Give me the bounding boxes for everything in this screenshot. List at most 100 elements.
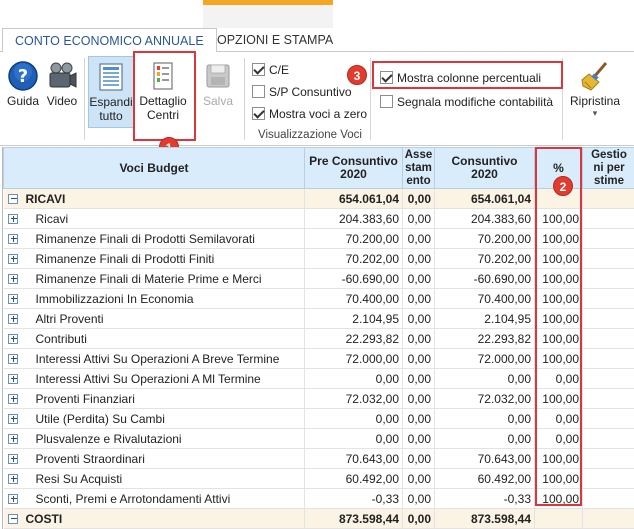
cell-assestamento[interactable]: 0,00 — [402, 348, 435, 369]
cell-percentuale[interactable]: 100,00 — [534, 488, 583, 509]
cell-gestioni-per-stime[interactable] — [582, 248, 634, 269]
cell-pre-consuntivo[interactable]: 204.383,60 — [304, 208, 403, 229]
cell-consuntivo[interactable]: 70.400,00 — [434, 288, 535, 309]
collapse-toggle[interactable] — [3, 188, 22, 209]
cell-consuntivo[interactable]: 654.061,04 — [434, 188, 535, 209]
expand-toggle[interactable] — [3, 308, 22, 329]
cell-consuntivo[interactable]: 873.598,44 — [434, 508, 535, 529]
ripristina-button[interactable]: Ripristina ▾ — [566, 60, 624, 119]
cell-assestamento[interactable]: 0,00 — [402, 328, 435, 349]
cell-pre-consuntivo[interactable]: -0,33 — [304, 488, 403, 509]
cell-assestamento[interactable]: 0,00 — [402, 308, 435, 329]
cell-percentuale[interactable]: 100,00 — [534, 228, 583, 249]
cell-consuntivo[interactable]: 22.293,82 — [434, 328, 535, 349]
plus-box-icon[interactable] — [7, 213, 18, 224]
table-row[interactable]: Altri Proventi 2.104,95 0,00 2.104,95 100,00 — [3, 308, 634, 329]
cell-pre-consuntivo[interactable]: -60.690,00 — [304, 268, 403, 289]
col-header-pre-consuntivo[interactable]: Pre Consuntivo 2020 — [304, 147, 403, 189]
plus-box-icon[interactable] — [7, 233, 18, 244]
expand-toggle[interactable] — [3, 328, 22, 349]
cell-gestioni-per-stime[interactable] — [582, 508, 634, 529]
cell-pre-consuntivo[interactable]: 70.643,00 — [304, 448, 403, 469]
tab-opzioni-e-stampa[interactable]: OPZIONI E STAMPA — [217, 33, 334, 47]
cell-consuntivo[interactable]: 70.200,00 — [434, 228, 535, 249]
cell-percentuale[interactable]: 0,00 — [534, 368, 583, 389]
cell-percentuale[interactable]: 100,00 — [534, 248, 583, 269]
segnala-checkbox-box[interactable] — [380, 95, 393, 108]
cell-gestioni-per-stime[interactable] — [582, 308, 634, 329]
cell-gestioni-per-stime[interactable] — [582, 188, 634, 209]
cell-consuntivo[interactable]: 72.000,00 — [434, 348, 535, 369]
espandi-tutto-button[interactable]: Espandi tutto — [88, 56, 134, 128]
table-row[interactable]: Ricavi 204.383,60 0,00 204.383,60 100,00 — [3, 208, 634, 229]
cell-gestioni-per-stime[interactable] — [582, 228, 634, 249]
plus-box-icon[interactable] — [7, 273, 18, 284]
cell-gestioni-per-stime[interactable] — [582, 368, 634, 389]
ce-checkbox[interactable]: C/E — [252, 62, 289, 80]
group-row[interactable]: RICAVI 654.061,04 0,00 654.061,04 — [3, 188, 634, 209]
collapse-toggle[interactable] — [3, 508, 22, 529]
cell-pre-consuntivo[interactable]: 60.492,00 — [304, 468, 403, 489]
cell-pre-consuntivo[interactable]: 0,00 — [304, 368, 403, 389]
cell-percentuale[interactable]: 100,00 — [534, 388, 583, 409]
cell-percentuale[interactable] — [534, 508, 583, 529]
cell-consuntivo[interactable]: 72.032,00 — [434, 388, 535, 409]
expand-toggle[interactable] — [3, 448, 22, 469]
cell-assestamento[interactable]: 0,00 — [402, 288, 435, 309]
dettaglio-centri-button[interactable]: Dettaglio Centri — [137, 60, 189, 122]
plus-box-icon[interactable] — [7, 253, 18, 264]
expand-toggle[interactable] — [3, 408, 22, 429]
expand-toggle[interactable] — [3, 388, 22, 409]
minus-box-icon[interactable] — [7, 193, 18, 204]
cell-consuntivo[interactable]: -0,33 — [434, 488, 535, 509]
cell-pre-consuntivo[interactable]: 22.293,82 — [304, 328, 403, 349]
ce-checkbox-box[interactable] — [252, 63, 265, 76]
expand-toggle[interactable] — [3, 288, 22, 309]
col-header-voci-budget[interactable]: Voci Budget — [3, 147, 305, 189]
cell-consuntivo[interactable]: 60.492,00 — [434, 468, 535, 489]
cell-assestamento[interactable]: 0,00 — [402, 228, 435, 249]
cell-assestamento[interactable]: 0,00 — [402, 188, 435, 209]
expand-toggle[interactable] — [3, 468, 22, 489]
cell-consuntivo[interactable]: 70.202,00 — [434, 248, 535, 269]
cell-assestamento[interactable]: 0,00 — [402, 428, 435, 449]
plus-box-icon[interactable] — [7, 413, 18, 424]
cell-percentuale[interactable] — [534, 188, 583, 209]
cell-percentuale[interactable]: 0,00 — [534, 428, 583, 449]
table-row[interactable]: Immobilizzazioni In Economia 70.400,00 0,0… — [3, 288, 634, 309]
expand-toggle[interactable] — [3, 428, 22, 449]
cell-pre-consuntivo[interactable]: 70.200,00 — [304, 228, 403, 249]
expand-toggle[interactable] — [3, 268, 22, 289]
cell-pre-consuntivo[interactable]: 0,00 — [304, 408, 403, 429]
cell-percentuale[interactable]: 100,00 — [534, 288, 583, 309]
plus-box-icon[interactable] — [7, 473, 18, 484]
cell-percentuale[interactable]: 100,00 — [534, 208, 583, 229]
table-row[interactable]: Resi Su Acquisti 60.492,00 0,00 60.492,00 10… — [3, 468, 634, 489]
cell-percentuale[interactable]: 100,00 — [534, 308, 583, 329]
table-row[interactable]: Sconti, Premi e Arrotondamenti Attivi -0,… — [3, 488, 634, 509]
cell-gestioni-per-stime[interactable] — [582, 468, 634, 489]
table-row[interactable]: Plusvalenze e Rivalutazioni 0,00 0,00 0,00 0… — [3, 428, 634, 449]
table-row[interactable]: Interessi Attivi Su Operazioni A Ml Term… — [3, 368, 634, 389]
cell-pre-consuntivo[interactable]: 72.000,00 — [304, 348, 403, 369]
cell-consuntivo[interactable]: 70.643,00 — [434, 448, 535, 469]
cell-consuntivo[interactable]: 0,00 — [434, 408, 535, 429]
cell-gestioni-per-stime[interactable] — [582, 488, 634, 509]
cell-assestamento[interactable]: 0,00 — [402, 468, 435, 489]
plus-box-icon[interactable] — [7, 393, 18, 404]
cell-gestioni-per-stime[interactable] — [582, 448, 634, 469]
segnala-modifiche-checkbox[interactable]: Segnala modifiche contabilità — [380, 94, 553, 112]
plus-box-icon[interactable] — [7, 333, 18, 344]
cell-percentuale[interactable]: 100,00 — [534, 328, 583, 349]
cell-gestioni-per-stime[interactable] — [582, 388, 634, 409]
plus-box-icon[interactable] — [7, 293, 18, 304]
expand-toggle[interactable] — [3, 368, 22, 389]
cell-consuntivo[interactable]: 204.383,60 — [434, 208, 535, 229]
plus-box-icon[interactable] — [7, 373, 18, 384]
cell-gestioni-per-stime[interactable] — [582, 328, 634, 349]
cell-gestioni-per-stime[interactable] — [582, 428, 634, 449]
cell-consuntivo[interactable]: 0,00 — [434, 368, 535, 389]
guida-button[interactable]: ? Guida — [5, 60, 41, 108]
cell-pre-consuntivo[interactable]: 70.202,00 — [304, 248, 403, 269]
cell-consuntivo[interactable]: 0,00 — [434, 428, 535, 449]
